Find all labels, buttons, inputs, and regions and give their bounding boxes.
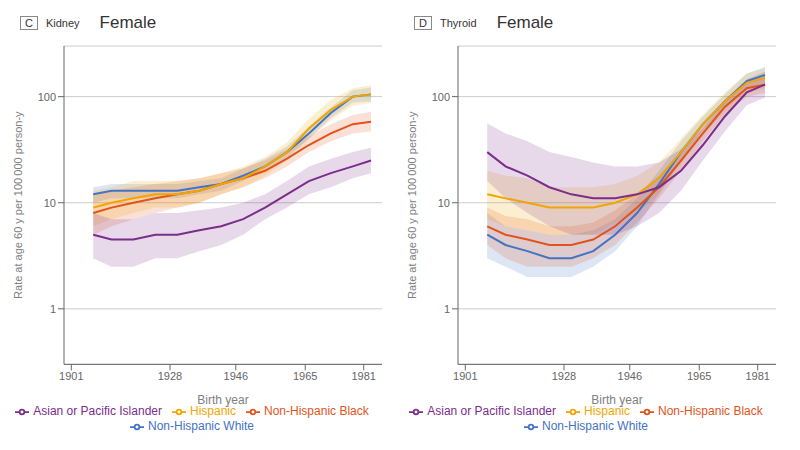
svg-text:1928: 1928 [552, 370, 576, 382]
html-text:Asian or Pacific Islander: Asian or Pacific Islander [427, 404, 556, 419]
svg-text:Rate at age 60 y per 100 000 p: Rate at age 60 y per 100 000 person-y [406, 111, 418, 299]
html-text:Non-Hispanic White: Non-Hispanic White [542, 419, 648, 434]
svg-text:1901: 1901 [453, 370, 477, 382]
html-text:Thyroid: Thyroid [440, 17, 477, 29]
html-text:Non-Hispanic Black: Non-Hispanic Black [658, 404, 763, 419]
svg-text:1: 1 [50, 303, 56, 315]
svg-text:1928: 1928 [158, 370, 182, 382]
html-text:Non-Hispanic White: Non-Hispanic White [148, 419, 254, 434]
svg-text:100: 100 [38, 91, 56, 103]
html-text:Asian or Pacific Islander: Asian or Pacific Islander [33, 404, 162, 419]
svg-text:1946: 1946 [224, 370, 248, 382]
svg-text:1: 1 [444, 303, 450, 315]
svg-text:100: 100 [432, 91, 450, 103]
html-text:Female: Female [99, 13, 157, 32]
html-text:Kidney: Kidney [46, 17, 80, 29]
svg-text:10: 10 [44, 197, 56, 209]
svg-text:1981: 1981 [745, 370, 769, 382]
html-text:Non-Hispanic Black: Non-Hispanic Black [264, 404, 369, 419]
svg-text:1946: 1946 [618, 370, 642, 382]
svg-text:Birth year: Birth year [197, 393, 248, 407]
html-text:Hispanic: Hispanic [584, 404, 630, 419]
html-text:C: C [25, 17, 33, 29]
html-text:Female: Female [496, 13, 554, 32]
svg-text:1965: 1965 [687, 370, 711, 382]
svg-text:Rate at age 60 y per 100 000 p: Rate at age 60 y per 100 000 person-y [12, 111, 24, 299]
svg-text:10: 10 [438, 197, 450, 209]
svg-text:1981: 1981 [351, 370, 375, 382]
svg-text:1901: 1901 [59, 370, 83, 382]
html-text:Hispanic: Hispanic [190, 404, 236, 419]
html-text:D: D [419, 17, 427, 29]
svg-text:Birth year: Birth year [591, 393, 642, 407]
svg-text:1965: 1965 [293, 370, 317, 382]
